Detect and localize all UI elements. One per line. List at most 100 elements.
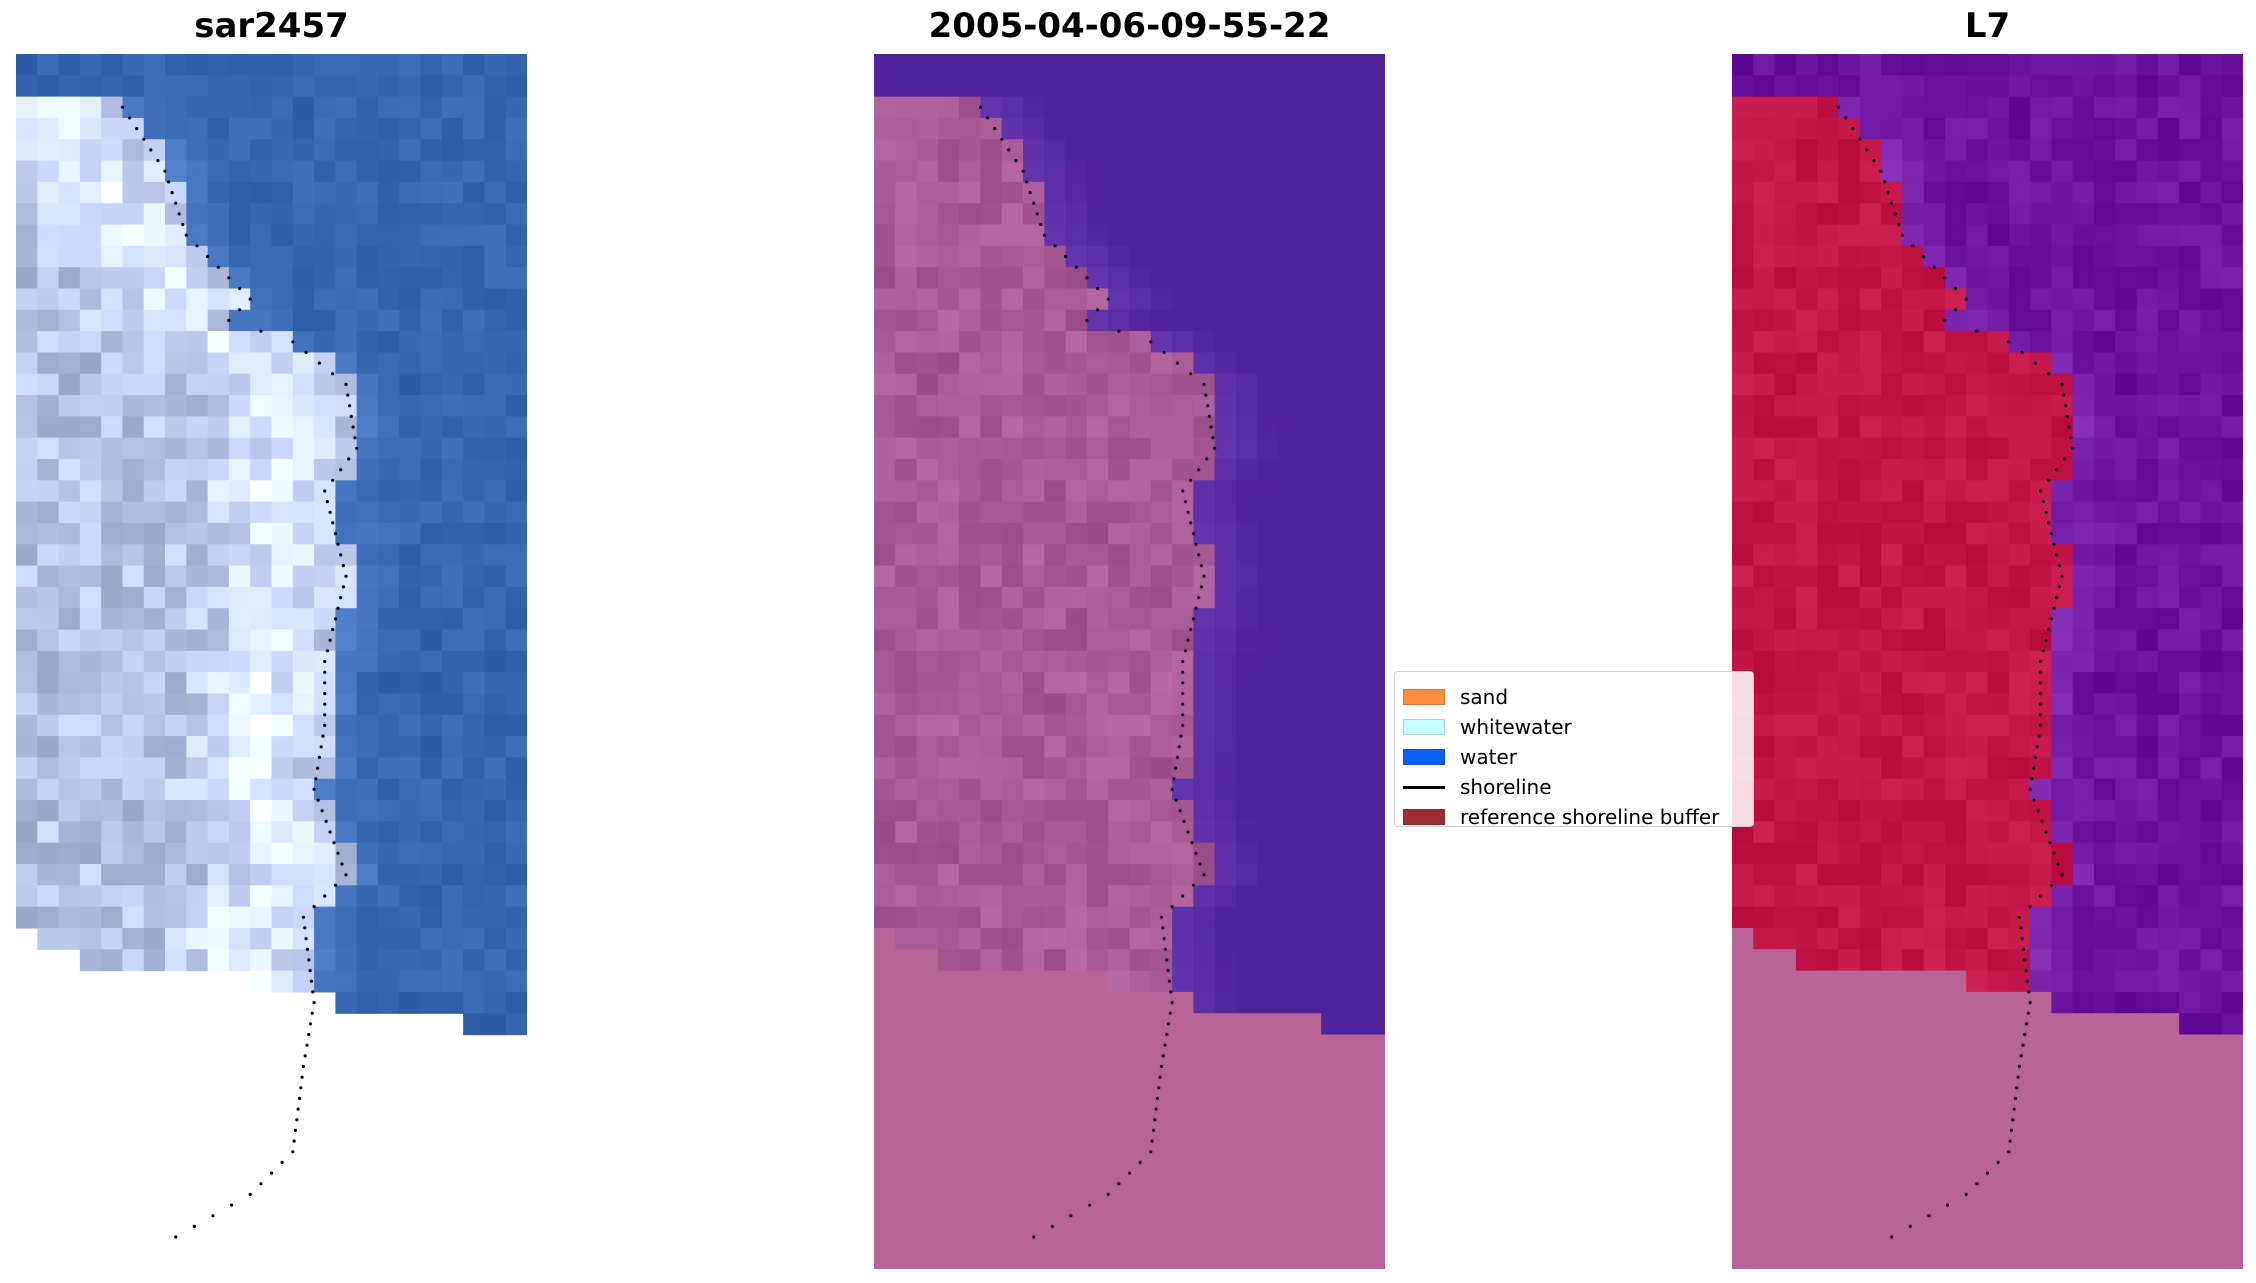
water-pixel: [314, 970, 336, 993]
water-pixel: [2051, 736, 2074, 759]
water-pixel: [463, 267, 486, 290]
nodata-pixel: [937, 1013, 960, 1036]
water-pixel: [271, 203, 294, 226]
water-pixel: [1342, 544, 1365, 567]
water-pixel: [441, 245, 464, 268]
land-pixel: [937, 309, 960, 332]
shoreline-dot: [316, 766, 320, 770]
nodata-pixel: [980, 1055, 1003, 1078]
land-pixel: [143, 544, 166, 567]
water-pixel: [484, 757, 507, 780]
water-pixel: [2115, 181, 2138, 204]
land-pixel: [937, 629, 960, 652]
land-pixel: [1774, 821, 1797, 844]
land-pixel: [1881, 757, 1903, 780]
water-pixel: [335, 991, 358, 1014]
land-pixel: [1987, 608, 2010, 631]
land-pixel: [165, 203, 187, 226]
shoreline-dot: [1186, 638, 1190, 642]
land-pixel: [1944, 736, 1967, 759]
shoreline-dot: [317, 361, 321, 365]
water-pixel: [1257, 117, 1280, 140]
land-pixel: [1966, 949, 1989, 972]
land-pixel: [16, 480, 38, 503]
land-pixel: [2051, 395, 2074, 417]
water-pixel: [1235, 864, 1258, 886]
water-pixel: [1257, 714, 1280, 737]
land-pixel: [980, 416, 1003, 439]
land-pixel: [1859, 608, 1882, 631]
land-pixel: [980, 906, 1003, 929]
water-pixel: [2093, 117, 2116, 140]
nodata-pixel: [1966, 1119, 1989, 1142]
land-pixel: [122, 459, 145, 481]
water-pixel: [2179, 800, 2202, 822]
land-pixel: [1023, 885, 1045, 908]
nodata-pixel: [1342, 1055, 1365, 1078]
water-pixel: [505, 480, 527, 503]
nodata-pixel: [1001, 1247, 1024, 1269]
nodata-pixel: [1732, 1183, 1754, 1206]
water-pixel: [399, 885, 422, 908]
shoreline-dot: [1175, 361, 1179, 365]
water-pixel: [2072, 714, 2095, 737]
land-pixel: [916, 117, 939, 140]
land-pixel: [1859, 309, 1882, 332]
nodata-pixel: [1299, 1077, 1322, 1100]
land-pixel: [959, 757, 982, 780]
water-pixel: [2221, 757, 2243, 780]
land-pixel: [122, 608, 145, 631]
land-pixel: [37, 757, 60, 780]
nodata-pixel: [2221, 1205, 2243, 1227]
water-pixel: [1150, 309, 1173, 332]
land-pixel: [16, 693, 38, 716]
nodata-pixel: [1363, 1034, 1385, 1057]
water-pixel: [1257, 842, 1280, 865]
land-pixel: [1838, 629, 1861, 652]
land-pixel: [1795, 395, 1818, 417]
land-pixel: [250, 970, 273, 993]
land-pixel: [271, 714, 294, 737]
nodata-pixel: [2093, 1205, 2116, 1227]
land-pixel: [1065, 800, 1088, 822]
land-pixel: [292, 757, 315, 780]
nodata-pixel: [1902, 1013, 1925, 1036]
water-pixel: [1065, 203, 1088, 226]
nodata-pixel: [1193, 1077, 1216, 1100]
water-pixel: [2221, 139, 2243, 162]
water-pixel: [1321, 459, 1344, 481]
water-pixel: [165, 54, 187, 76]
water-pixel: [2136, 75, 2159, 98]
nodata-pixel: [1001, 1013, 1024, 1036]
land-pixel: [207, 480, 230, 503]
water-pixel: [1108, 75, 1131, 98]
land-pixel: [1150, 352, 1173, 375]
land-pixel: [250, 864, 273, 886]
water-pixel: [1278, 586, 1301, 609]
land-pixel: [1044, 288, 1067, 311]
water-pixel: [2200, 991, 2223, 1014]
land-pixel: [16, 885, 38, 908]
land-pixel: [1817, 906, 1840, 929]
nodata-pixel: [1342, 1183, 1365, 1206]
nodata-pixel: [1321, 1162, 1344, 1185]
land-pixel: [58, 160, 81, 183]
land-pixel: [292, 373, 315, 396]
water-pixel: [2221, 842, 2243, 865]
nodata-pixel: [937, 1247, 960, 1269]
land-pixel: [1987, 970, 2010, 993]
land-pixel: [58, 96, 81, 119]
nodata-pixel: [2136, 1226, 2159, 1249]
land-pixel: [1795, 927, 1818, 950]
land-pixel: [1023, 181, 1045, 204]
water-pixel: [2072, 224, 2095, 247]
water-pixel: [2221, 629, 2243, 652]
nodata-pixel: [1838, 1141, 1861, 1164]
land-pixel: [250, 800, 273, 822]
nodata-pixel: [2051, 1077, 2074, 1100]
water-pixel: [1299, 437, 1322, 460]
water-pixel: [2200, 693, 2223, 716]
water-pixel: [2157, 927, 2180, 950]
shoreline-dot: [1197, 596, 1201, 600]
land-pixel: [16, 544, 38, 567]
